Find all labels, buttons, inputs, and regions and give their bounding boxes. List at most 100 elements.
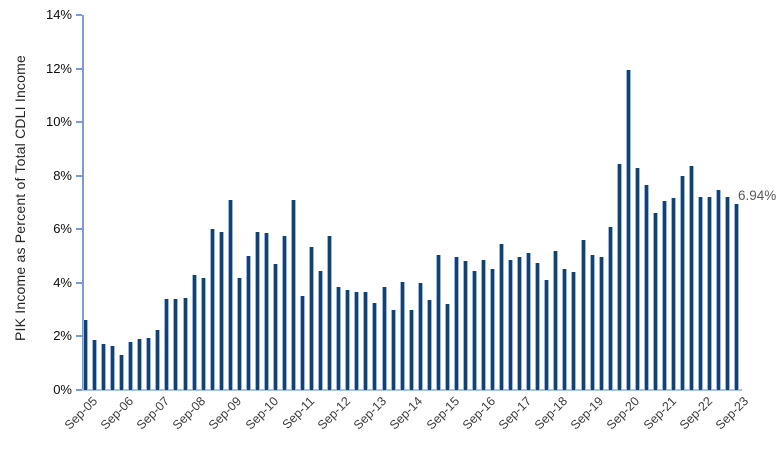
bar — [254, 231, 260, 390]
bar — [245, 256, 251, 390]
y-tick-label: 6% — [53, 221, 72, 237]
bar — [616, 163, 622, 390]
x-tick-label: Sep-11 — [279, 394, 318, 432]
x-tick-label: Sep-05 — [61, 394, 100, 433]
bar — [155, 329, 161, 390]
y-tick-mark — [76, 67, 82, 70]
last-bar-value-annotation: 6.94% — [738, 188, 777, 203]
bar — [236, 277, 242, 390]
x-tick-label: Sep-06 — [97, 394, 137, 433]
bar — [571, 272, 577, 390]
bar — [372, 302, 378, 390]
bar — [426, 300, 432, 390]
bar — [282, 235, 287, 390]
bar — [698, 197, 704, 390]
x-tick-label: Sep-18 — [531, 394, 571, 433]
bar — [354, 292, 360, 390]
bar — [444, 304, 450, 390]
bar — [562, 269, 568, 390]
bar — [453, 257, 459, 390]
bar — [272, 264, 278, 390]
x-tick-label: Sep-21 — [640, 394, 679, 433]
x-tick-label: Sep-08 — [170, 394, 209, 433]
bar — [110, 345, 116, 390]
y-tick-mark — [76, 228, 82, 231]
bar — [625, 69, 631, 390]
bar — [734, 204, 740, 390]
y-tick-mark — [76, 14, 82, 16]
bar — [553, 250, 559, 390]
bar — [336, 286, 342, 390]
x-tick-label: Sep-12 — [314, 394, 354, 433]
bar — [137, 339, 143, 390]
y-tick-label: 14% — [45, 7, 72, 22]
x-tick-label: Sep-19 — [568, 394, 607, 433]
x-tick-label: Sep-23 — [712, 394, 752, 433]
bar — [173, 298, 179, 390]
bar — [716, 190, 722, 390]
x-tick-label: Sep-22 — [676, 394, 716, 433]
bar — [119, 355, 125, 390]
bar — [309, 246, 315, 390]
bar — [535, 262, 541, 390]
bar — [689, 166, 695, 390]
bar — [580, 240, 586, 390]
bar — [589, 254, 595, 390]
y-tick-mark — [76, 174, 82, 177]
bar — [363, 292, 369, 390]
bar — [607, 226, 613, 390]
bar — [652, 213, 658, 390]
bar — [209, 229, 215, 390]
bar — [227, 199, 233, 390]
y-tick-label: 8% — [53, 167, 72, 183]
bar — [408, 309, 414, 390]
bar — [291, 199, 297, 390]
bar — [318, 270, 324, 390]
bar — [92, 340, 98, 390]
bar — [417, 282, 423, 390]
bar — [345, 289, 351, 390]
bar — [200, 277, 206, 390]
bar — [661, 201, 667, 390]
bar — [471, 270, 477, 390]
x-tick-label: Sep-14 — [387, 394, 426, 433]
x-tick-label: Sep-07 — [133, 394, 173, 433]
bar — [191, 274, 197, 390]
bar — [499, 244, 505, 390]
x-tick-label: Sep-20 — [604, 394, 643, 433]
bar — [544, 280, 550, 390]
bar — [182, 297, 188, 390]
y-tick-label: 4% — [53, 274, 72, 290]
x-tick-label: Sep-17 — [495, 394, 535, 433]
bar — [381, 286, 387, 390]
bar — [508, 260, 514, 390]
bar — [164, 298, 170, 390]
bar — [263, 233, 269, 390]
bar — [146, 337, 152, 390]
bar — [643, 185, 649, 390]
bar — [670, 198, 676, 390]
bar — [399, 281, 405, 390]
x-tick-label: Sep-13 — [350, 394, 390, 433]
bar — [128, 341, 134, 390]
bar — [435, 254, 441, 390]
bar — [101, 344, 107, 390]
bar — [300, 296, 306, 390]
y-tick-mark — [76, 389, 82, 391]
y-tick-mark — [76, 281, 82, 284]
y-axis-line — [82, 15, 84, 390]
y-tick-label: 2% — [53, 328, 72, 344]
y-axis-title: PIK Income as Percent of Total CDLI Inco… — [12, 55, 28, 341]
x-tick-label: Sep-16 — [459, 394, 498, 433]
bar — [517, 257, 523, 390]
bar — [327, 235, 333, 390]
bar — [481, 260, 487, 390]
bar — [526, 253, 532, 390]
x-axis-line — [82, 389, 742, 391]
y-tick-mark — [76, 335, 82, 338]
y-tick-label: 10% — [45, 114, 72, 130]
bar — [598, 257, 604, 390]
y-tick-mark — [76, 121, 82, 124]
bar — [218, 231, 224, 390]
